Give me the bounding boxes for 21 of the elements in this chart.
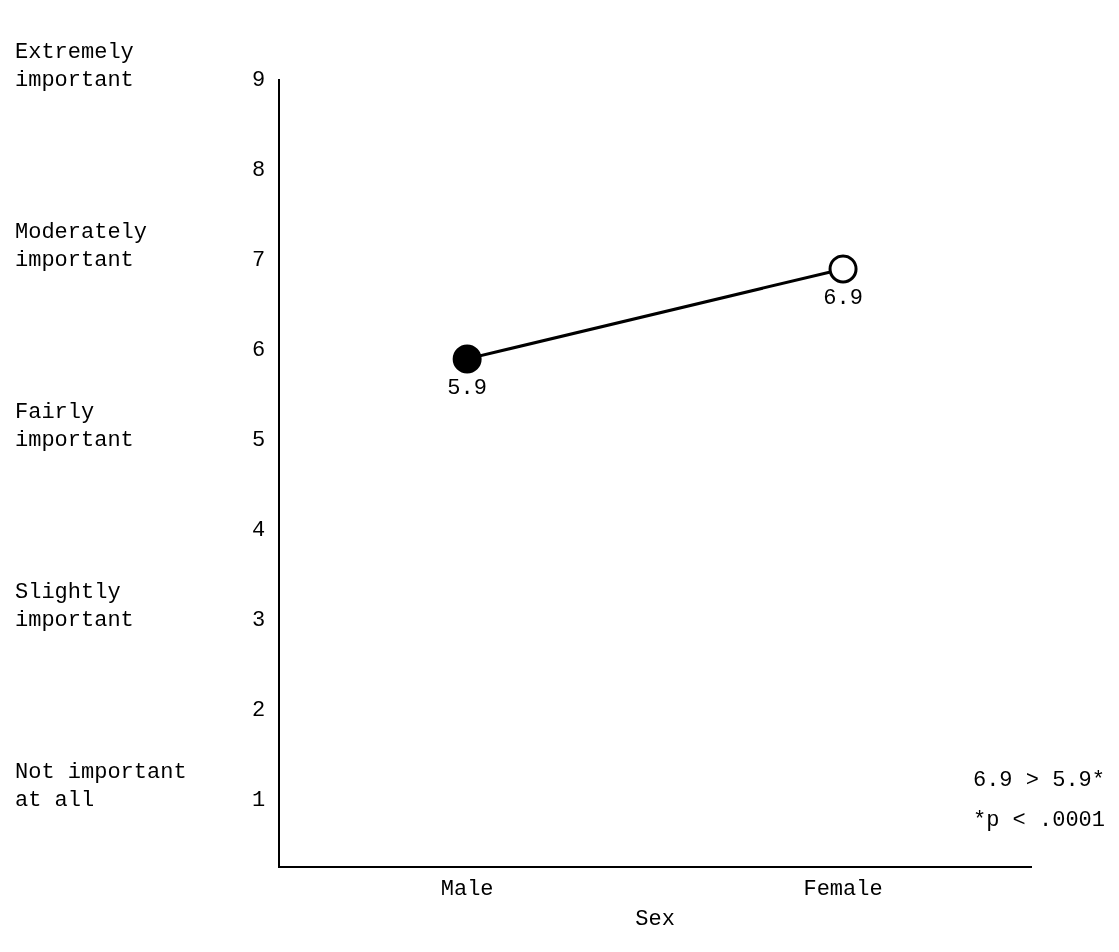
y-tick-label: 7 xyxy=(252,247,266,273)
text: Extremely important xyxy=(15,39,134,93)
text: Slightly important xyxy=(15,579,134,633)
y-tick-label: 8 xyxy=(252,157,266,183)
x-tick-label: Female xyxy=(803,877,883,903)
y-tick-label: 3 xyxy=(252,607,266,633)
y-tick-label: 5 xyxy=(252,427,266,453)
text: Fairly important xyxy=(15,399,134,453)
y-tick-label: 9 xyxy=(252,67,266,93)
annotation: *p < .0001 xyxy=(972,807,1105,833)
annotation: 6.9 > 5.9* xyxy=(972,767,1105,793)
data-label: 6.9 xyxy=(823,285,863,311)
data-label: 5.9 xyxy=(447,375,487,401)
x-tick-label: Male xyxy=(440,877,494,903)
y-tick-label: 6 xyxy=(252,337,266,363)
y-tick-label: 2 xyxy=(252,697,266,723)
y-tick-label: 4 xyxy=(252,517,266,543)
text: Not important at all xyxy=(15,759,187,813)
x-axis-title: Sex xyxy=(635,906,675,932)
text: Moderately important xyxy=(15,219,148,273)
y-tick-label: 1 xyxy=(252,787,266,813)
